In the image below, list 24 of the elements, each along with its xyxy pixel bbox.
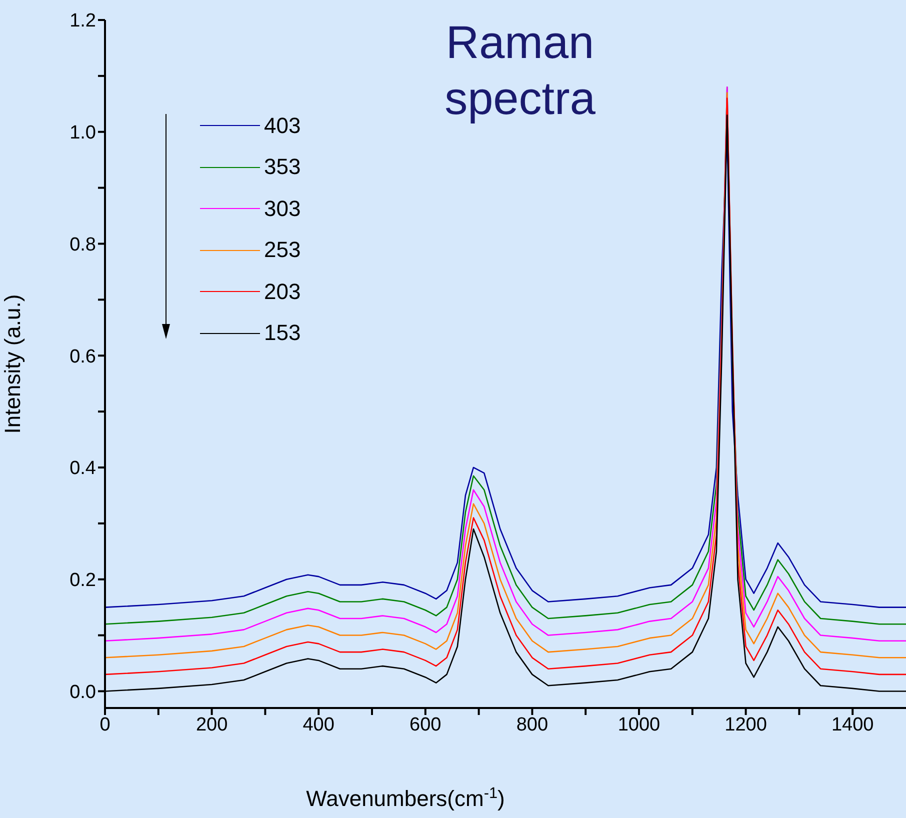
- y-tick-label: 0.4: [70, 458, 96, 480]
- y-tick-label: 0.6: [70, 346, 96, 368]
- x-tick-label: 1000: [618, 714, 660, 736]
- x-tick-label: 1200: [724, 714, 767, 736]
- y-axis-title: Intensity (a.u.): [0, 294, 25, 434]
- x-tick-label: 200: [196, 714, 228, 736]
- x-tick-label: 800: [516, 714, 548, 736]
- x-tick-label: 400: [302, 714, 334, 736]
- x-tick-label: 1400: [831, 714, 874, 736]
- y-tick-label: 1.0: [70, 122, 96, 144]
- legend-label: 403: [264, 112, 301, 139]
- y-tick-label: 0.2: [70, 570, 96, 592]
- x-axis-title: Wavenumbers(cm$^{-1}$): [306, 784, 505, 811]
- legend-label: 253: [264, 237, 301, 264]
- y-tick-label: 1.2: [70, 10, 96, 32]
- legend-label: 153: [264, 320, 301, 346]
- x-tick-label: 600: [410, 714, 442, 736]
- legend-label: 203: [264, 278, 301, 305]
- y-tick-label: 0.8: [70, 234, 96, 256]
- x-tick-label: 0: [100, 714, 110, 736]
- legend-label: 303: [264, 196, 301, 222]
- text: Raman spectra: [444, 15, 596, 126]
- y-tick-label: 0.0: [70, 682, 96, 703]
- legend-label: 353: [264, 154, 301, 180]
